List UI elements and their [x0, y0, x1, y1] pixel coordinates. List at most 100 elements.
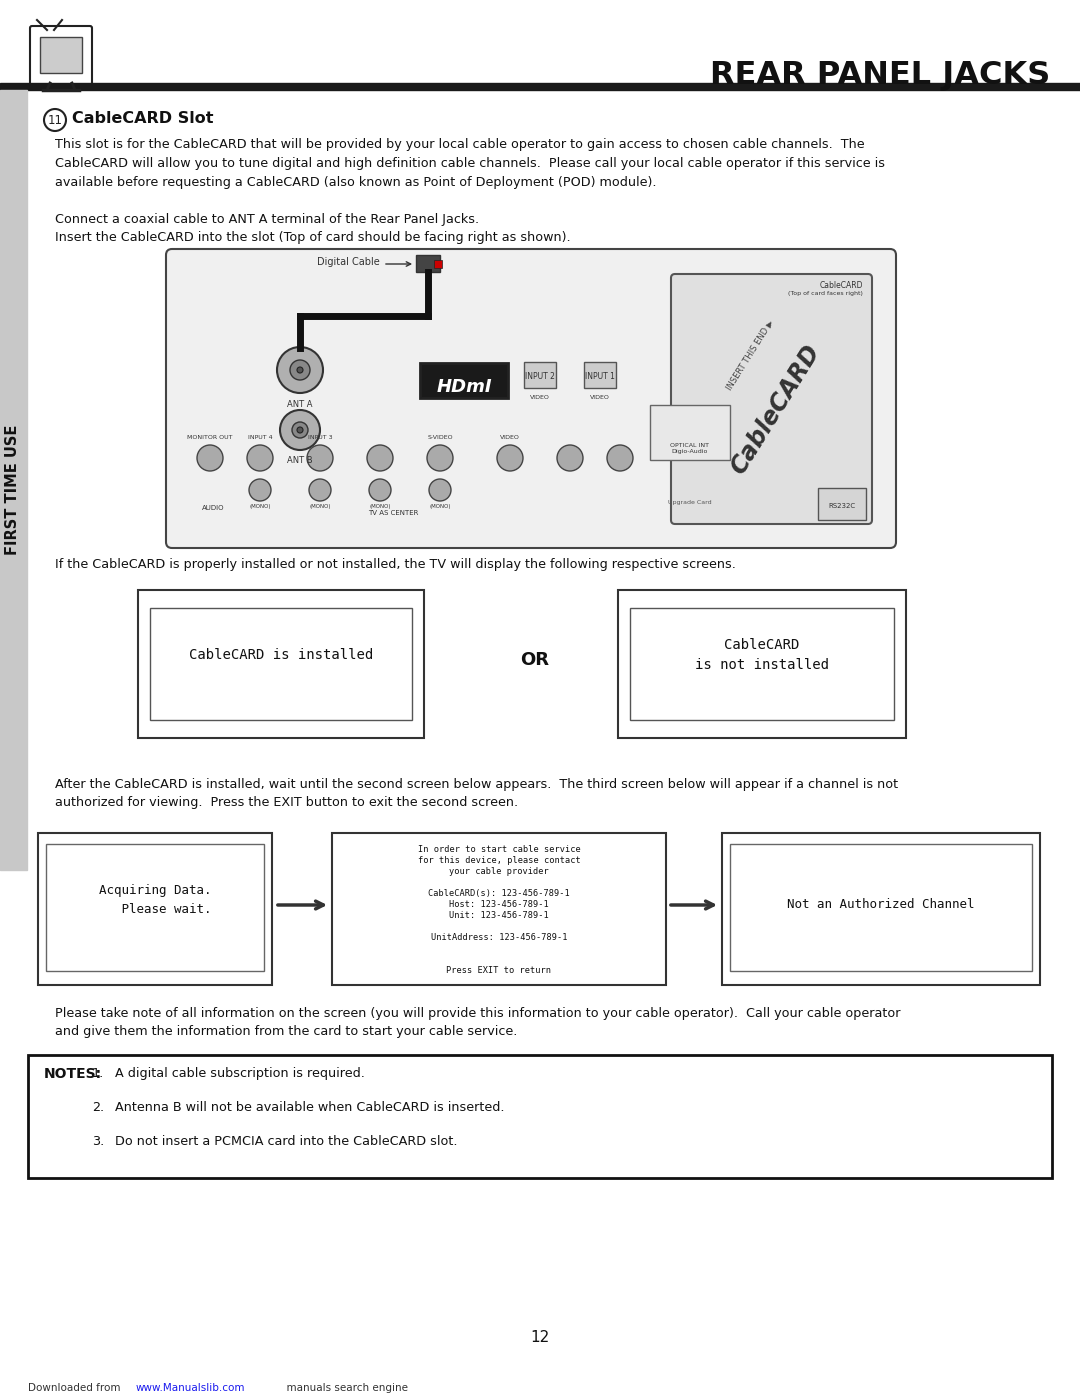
Text: CableCARD Slot: CableCARD Slot	[72, 110, 214, 126]
Circle shape	[197, 446, 222, 471]
Bar	[818, 488, 866, 520]
Text: This slot is for the CableCARD that will be provided by your local cable operato: This slot is for the CableCARD that will…	[55, 138, 865, 151]
Text: www.Manualslib.com: www.Manualslib.com	[136, 1383, 245, 1393]
Text: CableCARD is installed: CableCARD is installed	[189, 648, 373, 662]
Circle shape	[367, 446, 393, 471]
Circle shape	[427, 446, 453, 471]
FancyBboxPatch shape	[30, 27, 92, 85]
Text: Do not insert a PCMCIA card into the CableCARD slot.: Do not insert a PCMCIA card into the Cab…	[114, 1134, 458, 1148]
Text: Connect a coaxial cable to ANT A terminal of the Rear Panel Jacks.: Connect a coaxial cable to ANT A termina…	[55, 212, 480, 226]
Text: INPUT 1: INPUT 1	[585, 372, 615, 381]
Text: (MONO): (MONO)	[309, 504, 330, 509]
Text: A digital cable subscription is required.: A digital cable subscription is required…	[114, 1067, 365, 1080]
FancyBboxPatch shape	[166, 249, 896, 548]
Text: REAR PANEL JACKS: REAR PANEL JACKS	[710, 60, 1050, 91]
Text: Press EXIT to return: Press EXIT to return	[446, 965, 552, 975]
Text: OPTICAL INT
Digio-Audio: OPTICAL INT Digio-Audio	[671, 443, 710, 454]
Bar	[650, 405, 730, 460]
Bar	[40, 36, 82, 73]
Text: FIRST TIME USE: FIRST TIME USE	[5, 425, 21, 555]
Text: NOTES:: NOTES:	[44, 1067, 103, 1081]
FancyBboxPatch shape	[671, 274, 872, 524]
Text: MONITOR OUT: MONITOR OUT	[187, 434, 233, 440]
Text: Please take note of all information on the screen (you will provide this informa: Please take note of all information on t…	[55, 1007, 901, 1020]
Text: ANT A: ANT A	[287, 400, 313, 409]
Bar	[584, 362, 616, 388]
Text: RS232C: RS232C	[828, 503, 855, 509]
Text: After the CableCARD is installed, wait until the second screen below appears.  T: After the CableCARD is installed, wait u…	[55, 778, 899, 791]
Circle shape	[280, 409, 320, 450]
Text: Antenna B will not be available when CableCARD is inserted.: Antenna B will not be available when Cab…	[114, 1101, 504, 1113]
Text: If the CableCARD is properly installed or not installed, the TV will display the: If the CableCARD is properly installed o…	[55, 557, 735, 571]
Circle shape	[429, 479, 451, 502]
Text: and give them the information from the card to start your cable service.: and give them the information from the c…	[55, 1025, 517, 1038]
Circle shape	[276, 346, 323, 393]
Text: INPUT 3: INPUT 3	[308, 434, 333, 440]
Text: VIDEO: VIDEO	[500, 434, 519, 440]
Text: 12: 12	[530, 1330, 550, 1345]
Text: UnitAddress: 123-456-789-1: UnitAddress: 123-456-789-1	[431, 933, 567, 942]
Bar	[630, 608, 894, 719]
Text: Digital Cable: Digital Cable	[318, 257, 380, 267]
Circle shape	[557, 446, 583, 471]
Text: Upgrade Card: Upgrade Card	[669, 500, 712, 504]
Bar	[46, 844, 264, 971]
Circle shape	[607, 446, 633, 471]
Circle shape	[297, 367, 303, 373]
Circle shape	[497, 446, 523, 471]
Text: CableCARD: CableCARD	[820, 281, 863, 291]
Text: Unit: 123-456-789-1: Unit: 123-456-789-1	[449, 911, 549, 921]
Text: CableCARD: CableCARD	[726, 341, 824, 479]
Bar	[138, 590, 424, 738]
Text: CableCARD will allow you to tune digital and high definition cable channels.  Pl: CableCARD will allow you to tune digital…	[55, 156, 885, 170]
Text: your cable provider: your cable provider	[449, 868, 549, 876]
Text: 2.: 2.	[92, 1101, 104, 1113]
Text: In order to start cable service: In order to start cable service	[418, 845, 580, 854]
Text: (MONO): (MONO)	[249, 504, 271, 509]
Text: INPUT 4: INPUT 4	[247, 434, 272, 440]
Text: authorized for viewing.  Press the EXIT button to exit the second screen.: authorized for viewing. Press the EXIT b…	[55, 796, 518, 809]
Circle shape	[247, 446, 273, 471]
Bar	[0, 89, 27, 870]
Bar	[416, 256, 440, 272]
Circle shape	[297, 427, 303, 433]
Text: HDmI: HDmI	[436, 379, 491, 395]
Text: VIDEO: VIDEO	[590, 395, 610, 400]
Text: S-VIDEO: S-VIDEO	[428, 434, 453, 440]
Text: 11: 11	[48, 113, 63, 127]
Text: Not an Authorized Channel: Not an Authorized Channel	[787, 898, 975, 911]
Bar	[420, 363, 508, 398]
Text: ANT B: ANT B	[287, 455, 313, 465]
Bar	[434, 260, 442, 268]
Bar	[524, 362, 556, 388]
Bar	[28, 1055, 1052, 1178]
Text: (Top of card faces right): (Top of card faces right)	[788, 291, 863, 296]
Text: (MONO): (MONO)	[429, 504, 450, 509]
Text: AUDIO: AUDIO	[202, 504, 225, 511]
Text: VIDEO: VIDEO	[530, 395, 550, 400]
Text: Insert the CableCARD into the slot (Top of card should be facing right as shown): Insert the CableCARD into the slot (Top …	[55, 231, 570, 244]
Bar	[618, 590, 906, 738]
Circle shape	[249, 479, 271, 502]
Text: CableCARD(s): 123-456-789-1: CableCARD(s): 123-456-789-1	[428, 888, 570, 898]
Bar	[150, 608, 411, 719]
Circle shape	[369, 479, 391, 502]
Text: available before requesting a CableCARD (also known as Point of Deployment (POD): available before requesting a CableCARD …	[55, 176, 657, 189]
Text: Host: 123-456-789-1: Host: 123-456-789-1	[449, 900, 549, 909]
Text: 3.: 3.	[92, 1134, 105, 1148]
Circle shape	[291, 360, 310, 380]
Bar	[38, 833, 272, 985]
Bar	[723, 833, 1040, 985]
Text: INPUT 2: INPUT 2	[525, 372, 555, 381]
Bar	[332, 833, 666, 985]
Text: Acquiring Data.
   Please wait.: Acquiring Data. Please wait.	[98, 884, 212, 916]
Text: TV AS CENTER: TV AS CENTER	[368, 510, 418, 515]
Circle shape	[307, 446, 333, 471]
Text: manuals search engine: manuals search engine	[280, 1383, 408, 1393]
Text: OR: OR	[521, 651, 550, 669]
Circle shape	[309, 479, 330, 502]
Circle shape	[292, 422, 308, 439]
Text: (MONO): (MONO)	[369, 504, 391, 509]
Bar	[0, 82, 1080, 89]
Bar	[730, 844, 1032, 971]
